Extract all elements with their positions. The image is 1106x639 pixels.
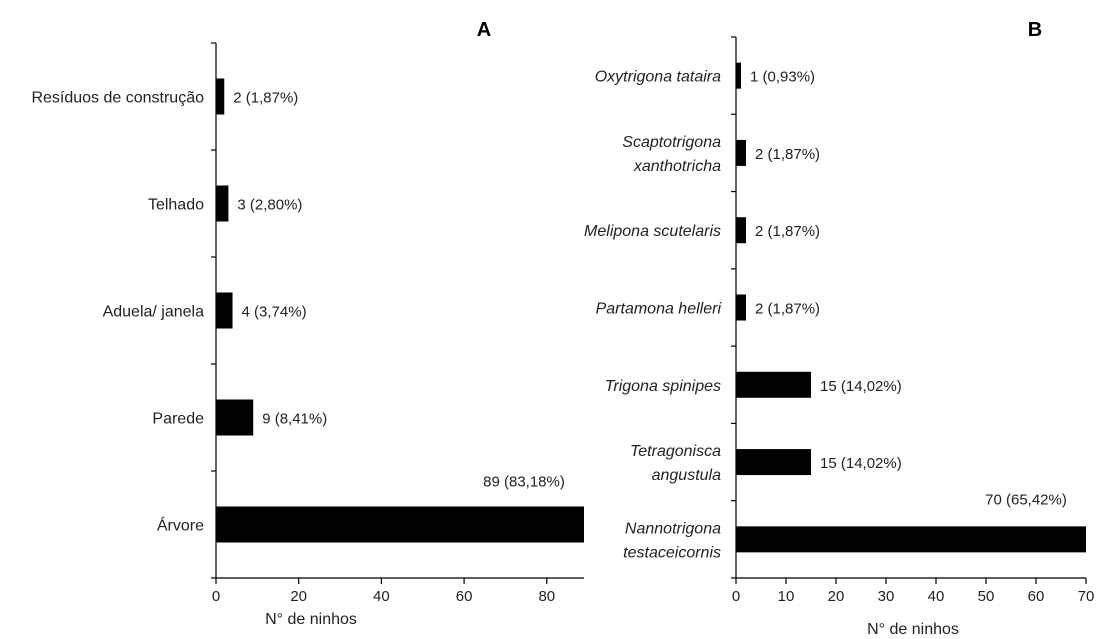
bar	[736, 526, 1086, 553]
category-label: Árvore	[157, 516, 204, 535]
bar	[736, 217, 746, 244]
x-tick-label: 50	[978, 588, 995, 605]
x-tick-label: 0	[212, 588, 220, 605]
data-label: 1 (0,93%)	[750, 69, 815, 86]
bar	[216, 506, 584, 543]
x-tick-label: 60	[456, 588, 473, 605]
data-label: 4 (3,74%)	[242, 304, 307, 321]
x-tick-label: 0	[732, 588, 740, 605]
bar	[736, 449, 811, 476]
data-label: 2 (1,87%)	[755, 301, 820, 318]
data-label: 9 (8,41%)	[262, 411, 327, 428]
category-label: Resíduos de construção	[31, 90, 204, 107]
x-tick-label: 80	[538, 588, 555, 605]
category-label: Trigona spinipes	[605, 378, 721, 395]
x-tick-label: 20	[290, 588, 307, 605]
x-tick-label: 20	[828, 588, 845, 605]
x-tick-label: 70	[1078, 588, 1095, 605]
data-label: 70 (65,42%)	[985, 491, 1067, 508]
data-label: 3 (2,80%)	[237, 197, 302, 214]
panel-label: A	[477, 19, 491, 41]
x-tick-label: 40	[928, 588, 945, 605]
bar	[736, 371, 811, 398]
chart-panel-a: 0 20 40 60 80 Resíduos de construção 2 (1,87%)…	[31, 19, 584, 628]
category-label: Tetragonisca angustula	[630, 443, 721, 484]
x-axis-title: N° de ninhos	[265, 611, 357, 628]
bar	[736, 62, 741, 89]
bar	[216, 292, 233, 329]
x-tick-label: 10	[778, 588, 795, 605]
bar	[216, 78, 225, 115]
bar	[216, 399, 254, 436]
category-label: Melipona scutelaris	[584, 223, 721, 240]
data-label: 15 (14,02%)	[820, 455, 902, 472]
x-tick-label: 60	[1028, 588, 1045, 605]
x-axis-title: N° de ninhos	[867, 621, 959, 638]
category-label: Nannotrigona testaceicornis	[623, 520, 721, 561]
bar	[736, 294, 746, 321]
x-tick-label: 30	[878, 588, 895, 605]
data-label: 89 (83,18%)	[483, 474, 565, 491]
data-label: 2 (1,87%)	[755, 223, 820, 240]
data-label: 2 (1,87%)	[233, 90, 298, 107]
data-label: 15 (14,02%)	[820, 378, 902, 395]
category-label: Parede	[152, 411, 204, 428]
panel-label: B	[1028, 19, 1042, 41]
data-label: 2 (1,87%)	[755, 146, 820, 163]
chart-panel-b: 0 10 20 30 40 50 60 70 Oxytrigona tataira 1 (0,93…	[584, 19, 1094, 638]
category-label: Telhado	[148, 197, 204, 214]
category-label: Scaptotrigona xanthotricha	[622, 134, 721, 175]
x-tick-label: 40	[373, 588, 390, 605]
bar	[736, 139, 746, 166]
bar	[216, 185, 229, 222]
category-label: Partamona helleri	[596, 301, 722, 318]
category-label: Aduela/ janela	[103, 304, 205, 321]
category-label: Oxytrigona tataira	[595, 69, 721, 86]
